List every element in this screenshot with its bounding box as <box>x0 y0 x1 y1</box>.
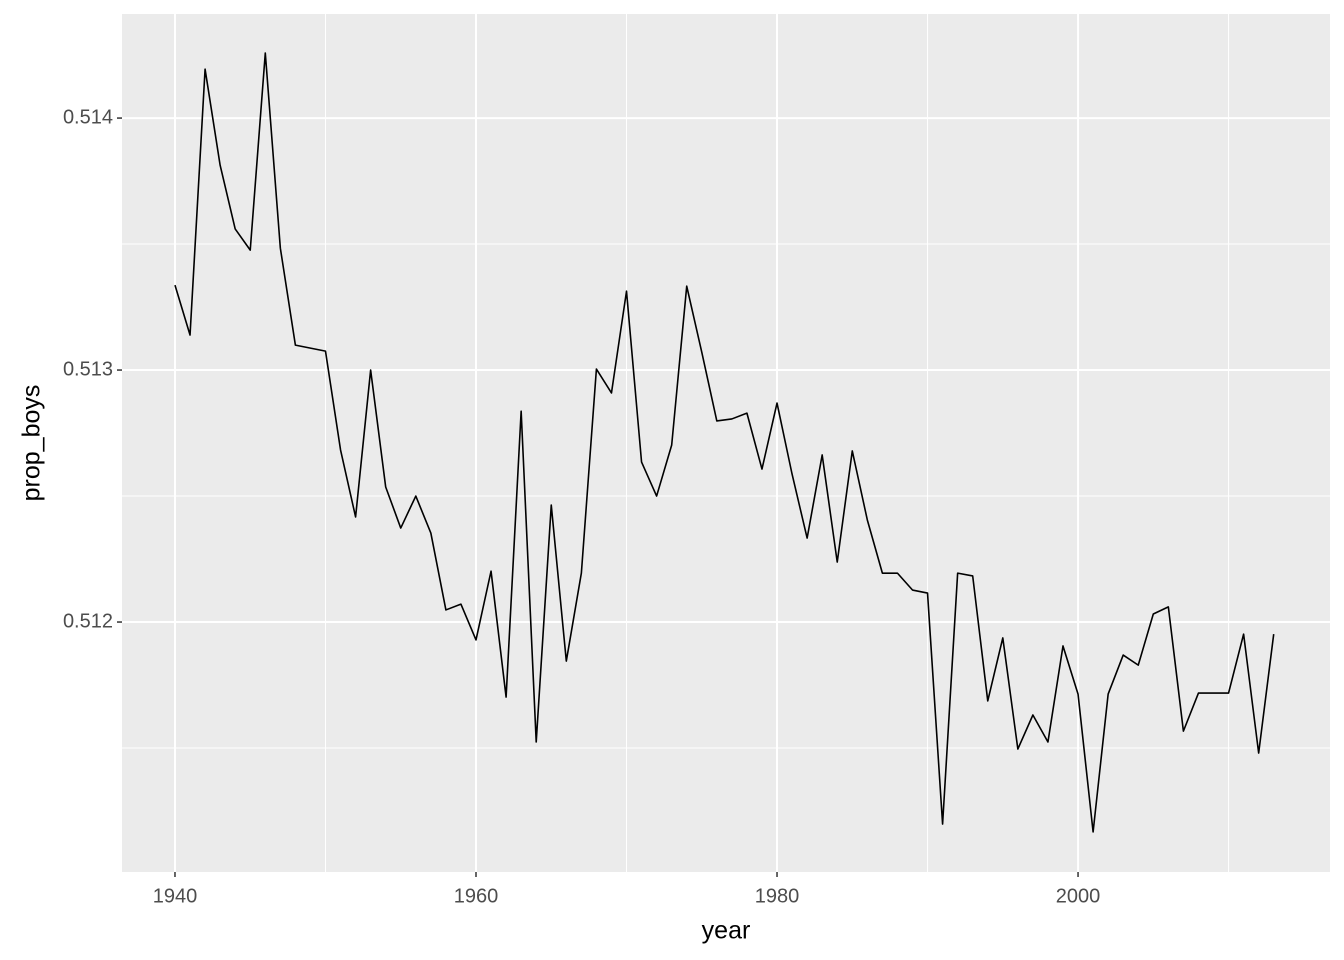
x-axis-title: year <box>702 917 751 945</box>
x-tick-label: 2000 <box>1056 885 1101 907</box>
x-tick-label: 1940 <box>153 885 198 907</box>
y-tick-label: 0.513 <box>63 358 113 380</box>
data-line <box>174 52 1275 833</box>
y-tick-label: 0.514 <box>63 106 113 128</box>
panel <box>122 14 1330 872</box>
x-tick-label: 1960 <box>454 885 499 907</box>
y-axis-title: prop_boys <box>18 385 46 502</box>
y-tick-label: 0.512 <box>63 610 113 632</box>
x-tick-label: 1980 <box>755 885 800 907</box>
